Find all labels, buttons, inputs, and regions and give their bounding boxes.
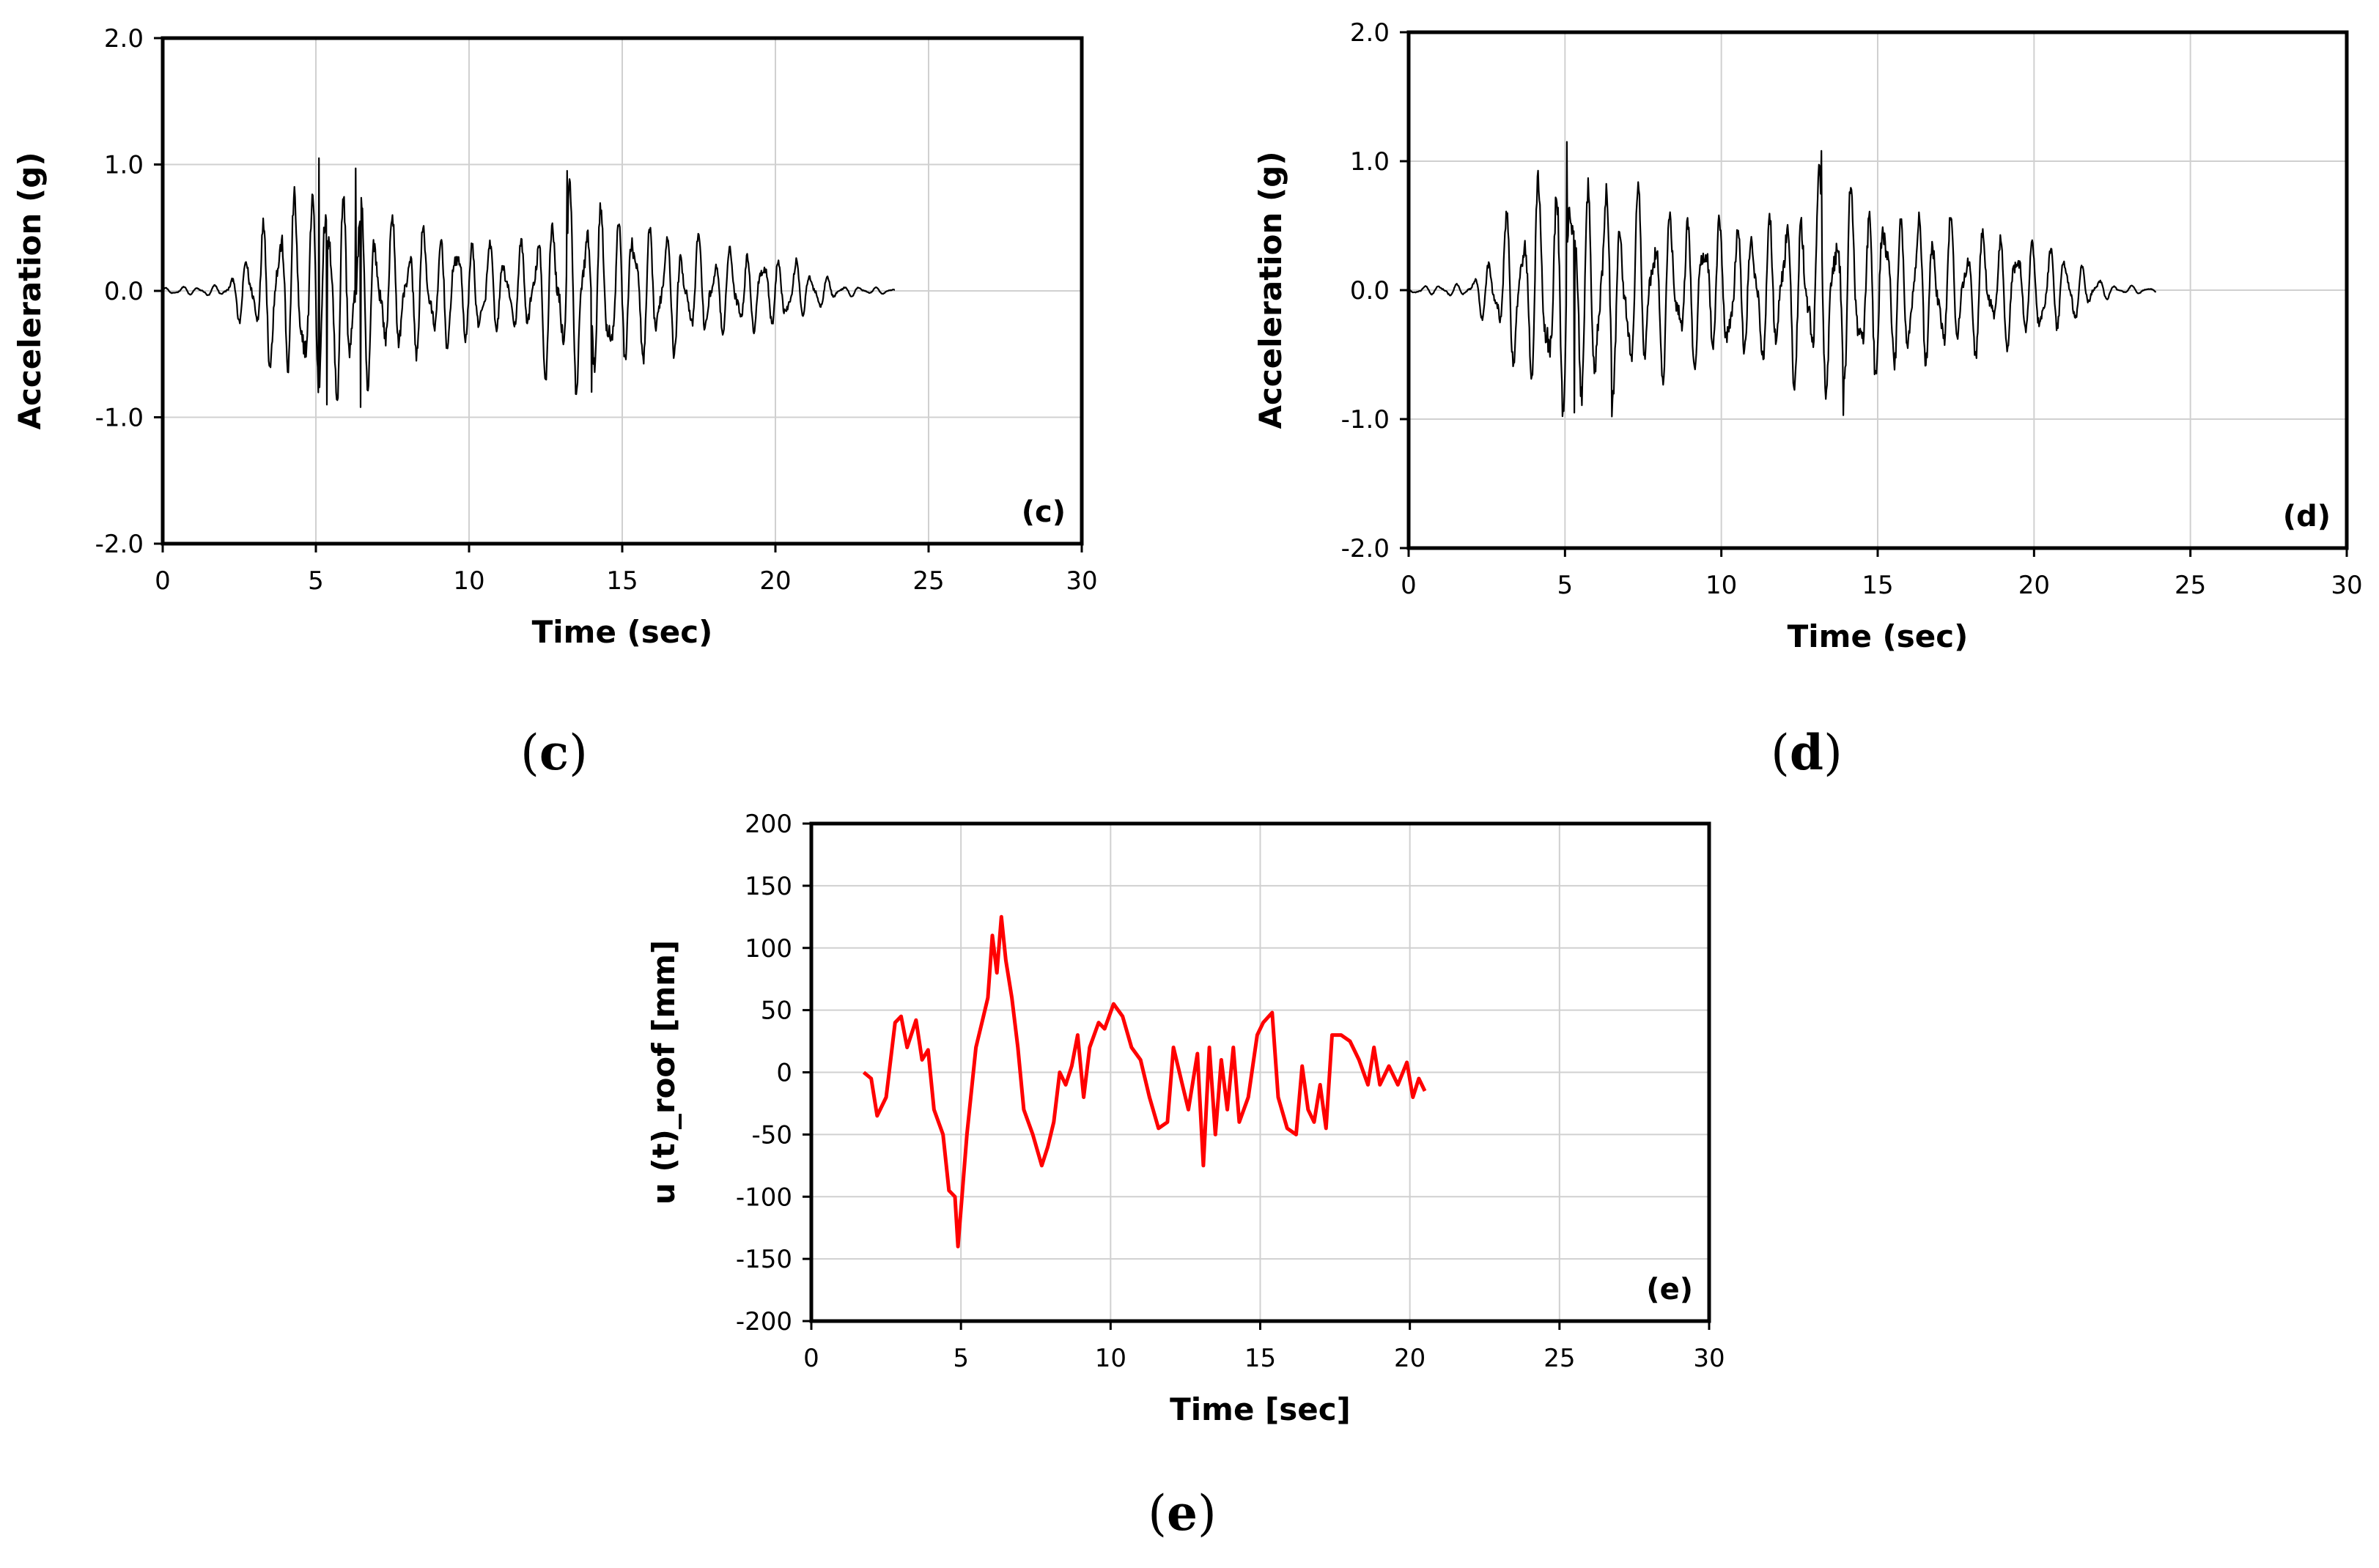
chart-d-x-axis-title: Time (sec) bbox=[1788, 618, 1969, 654]
chart-e-caption: (e) bbox=[1148, 1484, 1217, 1542]
chart-c-series-line-0 bbox=[162, 157, 896, 408]
chart-c-x-tick-label-6: 30 bbox=[1066, 566, 1097, 596]
chart-e-x-tick-label-4: 20 bbox=[1394, 1344, 1425, 1373]
chart-c-x-tick-label-5: 25 bbox=[912, 566, 944, 596]
chart-c-series-layer bbox=[162, 157, 896, 408]
chart-panel-d: 0 5 10 15 20 25 30 -2.0 -1.0 0.0 1.0 2.0 Time (sec… bbox=[1253, 18, 2363, 781]
chart-d-x-tick-label-1: 5 bbox=[1557, 571, 1574, 600]
chart-e-y-tick-label-3: -50 bbox=[751, 1120, 792, 1150]
chart-d-caption-close: ) bbox=[1823, 725, 1843, 781]
chart-d-y-tick-label-3: 1.0 bbox=[1350, 147, 1390, 177]
chart-e-y-tick-label-6: 100 bbox=[745, 934, 792, 964]
chart-d-x-tick-label-6: 30 bbox=[2331, 571, 2362, 600]
chart-c-y-tick-label-4: 2.0 bbox=[104, 24, 144, 53]
chart-e-x-axis-title: Time [sec] bbox=[1170, 1391, 1351, 1427]
chart-e-caption-letter: e bbox=[1167, 1484, 1198, 1542]
chart-c-caption-open: ( bbox=[520, 725, 539, 781]
chart-e-x-tick-label-6: 30 bbox=[1693, 1344, 1725, 1373]
chart-e-y-tick-label-2: -100 bbox=[736, 1183, 792, 1212]
chart-c-y-tick-label-2: 0.0 bbox=[104, 277, 144, 306]
chart-e-panel-tag: (e) bbox=[1646, 1273, 1693, 1306]
chart-c-x-tick-label-1: 5 bbox=[308, 566, 324, 596]
chart-panel-c: 0 5 10 15 20 25 30 -2.0 -1.0 0.0 1.0 2.0 Time (sec… bbox=[12, 24, 1098, 781]
chart-c-caption-close: ) bbox=[569, 725, 588, 781]
chart-c-y-tick-label-3: 1.0 bbox=[104, 151, 144, 180]
chart-d-y-axis-title: Acceleration (g) bbox=[1253, 151, 1288, 429]
chart-e-caption-close: ) bbox=[1198, 1485, 1217, 1542]
chart-e-x-tick-label-5: 25 bbox=[1543, 1344, 1575, 1373]
chart-d-x-tick-label-0: 0 bbox=[1401, 571, 1417, 600]
chart-c-y-tick-label-0: -2.0 bbox=[95, 530, 144, 559]
chart-e-y-tick-label-1: -150 bbox=[736, 1245, 792, 1274]
chart-d-y-tick-label-2: 0.0 bbox=[1350, 276, 1390, 306]
chart-d-y-ticks: -2.0 -1.0 0.0 1.0 2.0 bbox=[1341, 18, 1409, 563]
chart-c-caption: (c) bbox=[520, 724, 588, 781]
chart-e-series-line-0 bbox=[862, 914, 1427, 1249]
chart-d-caption-open: ( bbox=[1771, 725, 1790, 781]
chart-d-gridlines bbox=[1408, 32, 2347, 549]
chart-c-panel-tag: (c) bbox=[1022, 495, 1066, 529]
chart-e-x-tick-label-0: 0 bbox=[803, 1344, 819, 1373]
chart-c-y-axis-title: Acceleration (g) bbox=[12, 152, 48, 429]
chart-e-y-tick-label-5: 50 bbox=[761, 996, 792, 1026]
chart-d-panel-tag: (d) bbox=[2283, 500, 2331, 533]
chart-c-x-tick-label-0: 0 bbox=[155, 566, 171, 596]
chart-d-series-line-0 bbox=[1408, 141, 2157, 418]
chart-panel-e: 0 5 10 15 20 25 30 -200 -150 -100 -50 0 50 100 150 200… bbox=[646, 810, 1725, 1542]
chart-d-y-tick-label-1: -1.0 bbox=[1341, 405, 1390, 434]
chart-c-x-tick-label-4: 20 bbox=[759, 566, 791, 596]
chart-d-series-layer bbox=[1408, 141, 2157, 418]
chart-d-x-tick-label-3: 15 bbox=[1862, 571, 1893, 600]
chart-e-y-ticks: -200 -150 -100 -50 0 50 100 150 200 bbox=[736, 810, 811, 1336]
chart-d-y-tick-label-0: -2.0 bbox=[1341, 534, 1390, 563]
chart-e-y-tick-label-7: 150 bbox=[745, 872, 792, 901]
chart-e-y-tick-label-0: -200 bbox=[736, 1307, 792, 1336]
chart-e-series-layer bbox=[862, 914, 1427, 1249]
chart-c-x-tick-label-3: 15 bbox=[606, 566, 638, 596]
chart-e-x-ticks: 0 5 10 15 20 25 30 bbox=[803, 1321, 1725, 1373]
chart-e-gridlines bbox=[811, 823, 1710, 1322]
chart-e-x-tick-label-2: 10 bbox=[1095, 1344, 1126, 1373]
chart-d-x-tick-label-5: 25 bbox=[2175, 571, 2206, 600]
chart-c-caption-letter: c bbox=[539, 724, 569, 781]
chart-c-y-tick-label-1: -1.0 bbox=[95, 404, 144, 433]
chart-e-y-axis-title: u (t)_roof [mm] bbox=[646, 940, 682, 1205]
chart-c-x-ticks: 0 5 10 15 20 25 30 bbox=[155, 544, 1098, 596]
chart-e-y-tick-label-4: 0 bbox=[776, 1059, 792, 1088]
chart-e-y-tick-label-8: 200 bbox=[745, 810, 792, 839]
chart-d-x-tick-label-2: 10 bbox=[1705, 571, 1737, 600]
chart-e-x-tick-label-1: 5 bbox=[953, 1344, 969, 1373]
chart-e-x-tick-label-3: 15 bbox=[1244, 1344, 1276, 1373]
chart-c-x-tick-label-2: 10 bbox=[453, 566, 484, 596]
chart-d-x-ticks: 0 5 10 15 20 25 30 bbox=[1401, 548, 2363, 600]
chart-d-caption: (d) bbox=[1771, 724, 1843, 781]
chart-d-x-tick-label-4: 20 bbox=[2018, 571, 2050, 600]
chart-d-caption-letter: d bbox=[1790, 724, 1823, 781]
chart-d-y-tick-label-4: 2.0 bbox=[1350, 18, 1390, 48]
chart-c-x-axis-title: Time (sec) bbox=[532, 614, 713, 650]
chart-e-caption-open: ( bbox=[1148, 1485, 1167, 1542]
chart-c-y-ticks: -2.0 -1.0 0.0 1.0 2.0 bbox=[95, 24, 163, 559]
